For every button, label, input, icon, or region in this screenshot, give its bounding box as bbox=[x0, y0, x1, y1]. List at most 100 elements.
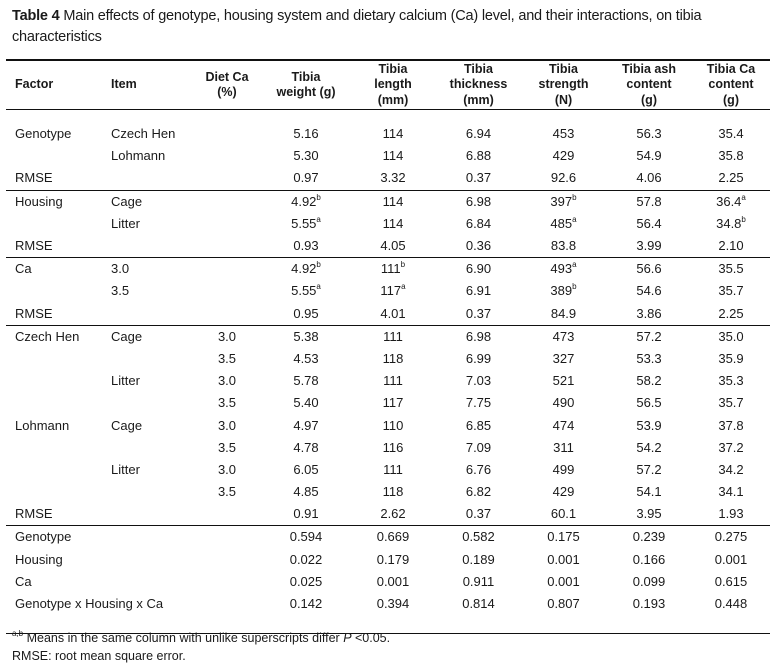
significance-superscript: a bbox=[316, 214, 321, 224]
table-row-pvalues: Ca 0.025 0.001 0.911 0.001 0.099 0.615 bbox=[6, 571, 770, 593]
value-cell: 110 bbox=[350, 414, 436, 436]
row-label-cell: Lohmann bbox=[102, 145, 192, 167]
cell-value: 0.022 bbox=[289, 551, 323, 567]
value-cell: 57.2 bbox=[606, 459, 692, 481]
cell-value: 56.6 bbox=[636, 261, 662, 277]
cell-value: 111 bbox=[383, 328, 403, 344]
value-cell: 0.142 bbox=[262, 593, 350, 615]
cell-value: 6.98 bbox=[465, 328, 492, 344]
row-label-cell bbox=[192, 235, 262, 258]
value-cell: 493a bbox=[521, 257, 606, 281]
value-cell: 118 bbox=[350, 348, 436, 370]
row-label-cell: 3.5 bbox=[192, 437, 262, 459]
cell-value: 35.3 bbox=[718, 373, 744, 389]
significance-superscript: a bbox=[572, 214, 577, 224]
value-cell: 34.8b bbox=[692, 213, 770, 235]
cell-value: Litter bbox=[111, 215, 140, 231]
cell-value: 7.09 bbox=[465, 439, 492, 455]
footnote-rmse: RMSE: root mean square error. bbox=[12, 649, 186, 663]
value-cell: 1.93 bbox=[692, 503, 770, 526]
cell-value: 118 bbox=[382, 350, 404, 366]
row-label-cell bbox=[192, 189, 262, 213]
cell-value: 485 bbox=[550, 215, 573, 231]
cell-value: 0.669 bbox=[376, 529, 410, 545]
table-row-interaction: 3.5 4.85 118 6.82 429 54.1 34.1 bbox=[6, 481, 770, 503]
value-cell: 5.40 bbox=[262, 392, 350, 414]
cell-value: 490 bbox=[552, 395, 575, 411]
cell-value: 56.4 bbox=[636, 215, 662, 231]
significance-superscript: a bbox=[741, 192, 746, 202]
value-cell: 53.9 bbox=[606, 414, 692, 436]
column-header-line: strength bbox=[538, 77, 589, 92]
cell-value: 35.4 bbox=[718, 126, 744, 142]
cell-value: 3.5 bbox=[217, 350, 237, 366]
cell-value: RMSE bbox=[15, 506, 53, 522]
value-cell: 429 bbox=[521, 481, 606, 503]
value-cell: 56.3 bbox=[606, 123, 692, 145]
row-label-cell: RMSE bbox=[6, 503, 102, 526]
column-header-line: Tibia bbox=[378, 61, 408, 76]
cell-value: 34.8 bbox=[716, 215, 742, 231]
row-label-cell: 3.0 bbox=[192, 370, 262, 392]
cell-value: 3.0 bbox=[217, 328, 237, 344]
cell-value: RMSE bbox=[15, 170, 53, 186]
column-header-line: weight (g) bbox=[276, 85, 336, 99]
cell-value: 35.0 bbox=[718, 328, 744, 344]
table-row-pvalues: Genotype x Housing x Ca 0.142 0.394 0.814 0.… bbox=[6, 593, 770, 615]
cell-value: 7.03 bbox=[465, 373, 492, 389]
value-cell: 485a bbox=[521, 213, 606, 235]
cell-value: Cage bbox=[111, 193, 143, 209]
cell-value: 521 bbox=[552, 373, 575, 389]
column-header-line: content bbox=[708, 77, 754, 92]
cell-value: 54.1 bbox=[636, 484, 662, 500]
row-label-cell bbox=[102, 503, 192, 526]
cell-value: 0.37 bbox=[465, 506, 492, 522]
cell-value: 499 bbox=[552, 461, 575, 477]
value-cell: 35.3 bbox=[692, 370, 770, 392]
column-header-line: (N) bbox=[554, 92, 573, 107]
value-cell: 35.5 bbox=[692, 257, 770, 281]
footnote-p: P bbox=[343, 631, 352, 645]
table-row-interaction: Czech Hen Cage 3.0 5.38 111 6.98 473 57.2 35.0 bbox=[6, 324, 770, 348]
row-label-cell: Litter bbox=[102, 370, 192, 392]
cell-value: 0.814 bbox=[462, 596, 495, 612]
value-cell: 54.9 bbox=[606, 145, 692, 167]
cell-value: 114 bbox=[382, 126, 404, 142]
cell-value: 83.8 bbox=[550, 238, 577, 254]
cell-value: 327 bbox=[552, 350, 575, 366]
column-header-line: (g) bbox=[641, 92, 657, 107]
effect-label: Genotype bbox=[6, 525, 262, 549]
cell-value: 111 bbox=[383, 373, 403, 389]
value-cell: 34.1 bbox=[692, 481, 770, 503]
cell-value: 4.85 bbox=[293, 484, 319, 500]
value-cell: 0.36 bbox=[436, 235, 521, 258]
cell-value: 0.001 bbox=[547, 573, 580, 589]
value-cell: 0.807 bbox=[521, 593, 606, 615]
value-cell: 4.53 bbox=[262, 348, 350, 370]
cell-value: 6.90 bbox=[465, 261, 492, 277]
row-label-cell: RMSE bbox=[6, 167, 102, 190]
table-row-interaction: 3.5 5.40 117 7.75 490 56.5 35.7 bbox=[6, 392, 770, 414]
value-cell: 0.193 bbox=[606, 593, 692, 615]
cell-value: 3.5 bbox=[111, 283, 130, 299]
cell-value: 3.95 bbox=[636, 506, 662, 522]
value-cell: 92.6 bbox=[521, 167, 606, 190]
row-label-cell bbox=[102, 348, 192, 370]
significance-superscript: b bbox=[572, 192, 577, 202]
row-label-cell bbox=[102, 392, 192, 414]
row-label-cell: Czech Hen bbox=[102, 123, 192, 145]
header-row: Factor Item Diet Ca (%) Tibia weight (g) Tibia… bbox=[6, 59, 770, 110]
cell-value: 58.2 bbox=[636, 373, 662, 389]
cell-value: 0.91 bbox=[293, 506, 319, 522]
cell-value: 0.001 bbox=[376, 573, 410, 589]
cell-value: 1.93 bbox=[718, 506, 744, 522]
value-cell: 54.1 bbox=[606, 481, 692, 503]
value-cell: 0.022 bbox=[262, 549, 350, 571]
row-label-cell: Czech Hen bbox=[6, 324, 102, 348]
value-cell: 34.2 bbox=[692, 459, 770, 481]
value-cell: 0.669 bbox=[350, 525, 436, 549]
footnote-superscripts: a,b Means in the same column with unlike… bbox=[12, 629, 390, 647]
value-cell: 6.88 bbox=[436, 145, 521, 167]
row-label-cell bbox=[192, 280, 262, 302]
value-cell: 117 bbox=[350, 392, 436, 414]
